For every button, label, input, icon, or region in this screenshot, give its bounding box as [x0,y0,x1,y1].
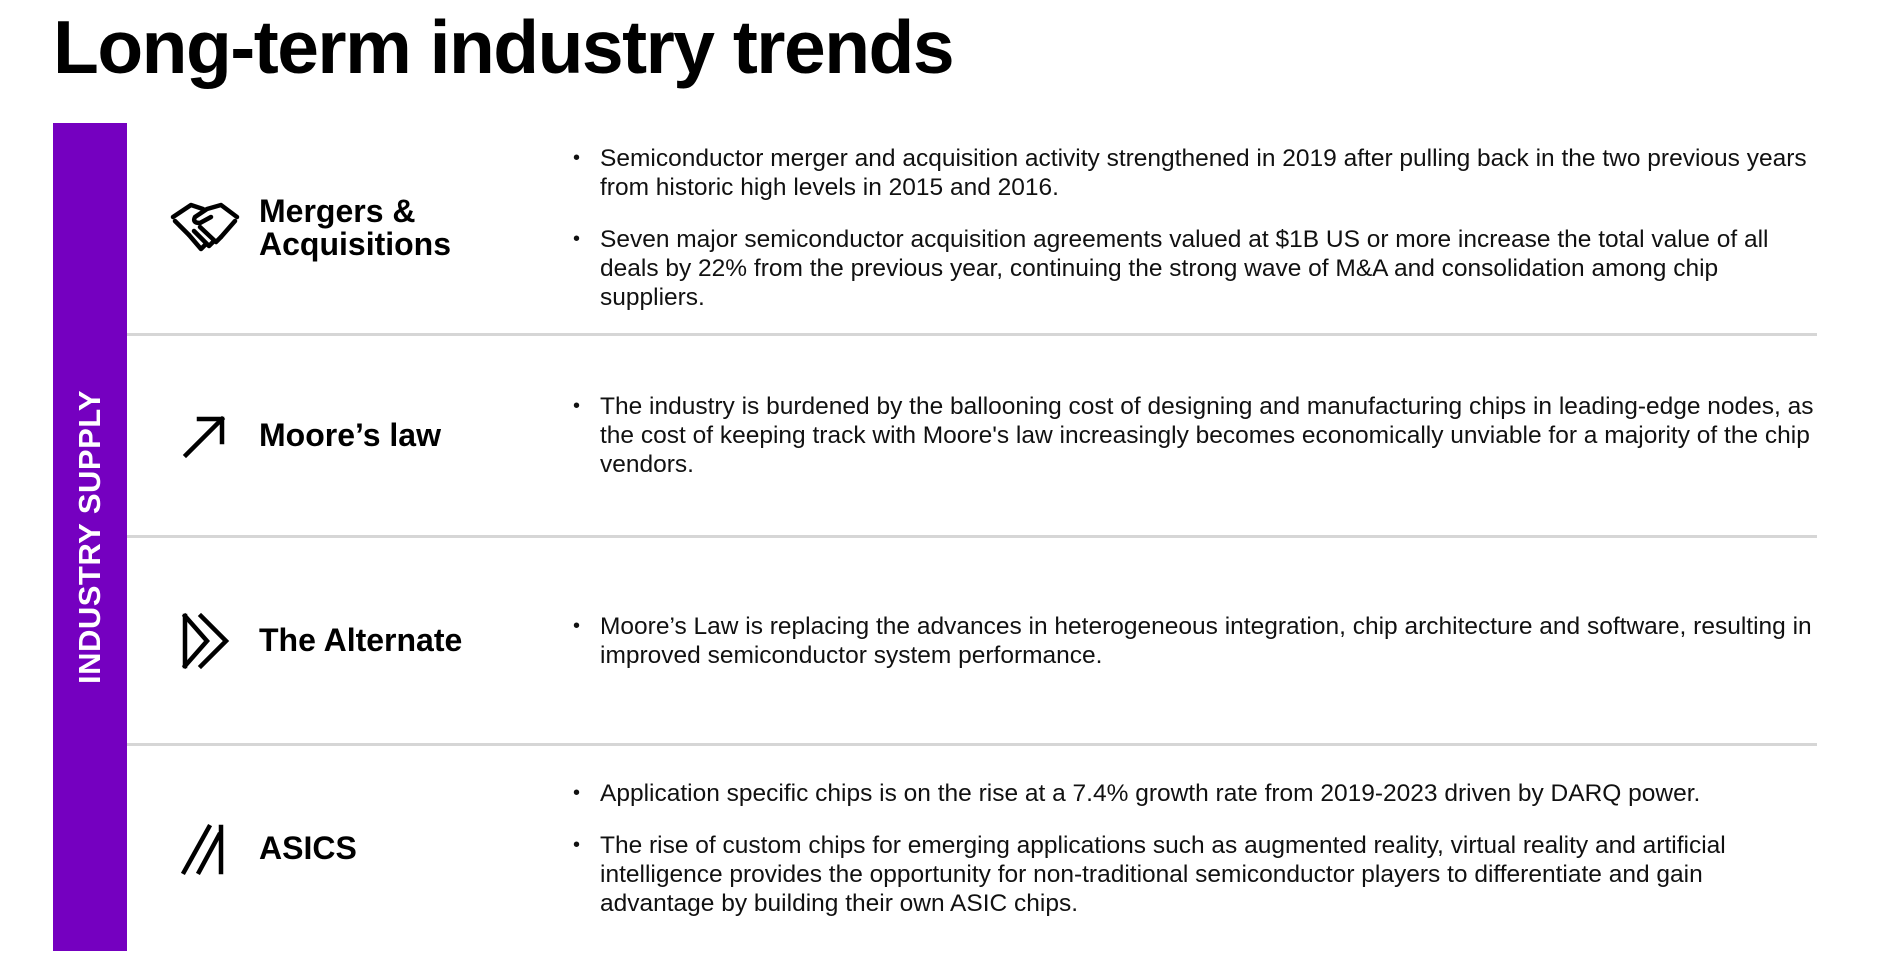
parallel-slashes-icon [165,814,245,884]
trend-title: ASICS [259,829,357,866]
industry-supply-label: INDUSTRY SUPPLY [72,389,107,685]
trend-title: Mergers & Acquisitions [259,192,452,262]
bullet-dot: • [573,228,581,250]
row-divider [127,535,1817,538]
trend-heading: Mergers & Acquisitions [127,123,567,333]
bullet-dot: • [573,782,581,804]
bullet-point: • Seven major semiconductor acquisition … [573,225,1818,312]
bullet-text: Moore’s Law is replacing the advances in… [600,612,1812,669]
bullet-point: • The rise of custom chips for emerging … [573,831,1818,918]
bullet-dot: • [573,395,581,417]
handshake-icon [165,193,245,263]
bullet-text: Semiconductor merger and acquisition act… [600,145,1807,201]
bullet-point: • The industry is burdened by the balloo… [573,392,1818,479]
trend-row-moores-law: Moore’s law • The industry is burdened b… [127,336,1817,535]
fast-forward-icon [165,606,245,676]
bullet-dot: • [573,614,581,637]
bullet-point: • Moore’s Law is replacing the advances … [573,612,1818,670]
bullet-text: The rise of custom chips for emerging ap… [600,832,1726,917]
trend-row-the-alternate: The Alternate • Moore’s Law is replacing… [127,538,1817,743]
bullet-point: • Application specific chips is on the r… [573,779,1818,808]
bullet-point: • Semiconductor merger and acquisition a… [573,144,1818,202]
industry-supply-band: INDUSTRY SUPPLY [53,123,127,951]
bullet-dot: • [573,834,581,856]
trend-points: • The industry is burdened by the balloo… [573,336,1818,535]
trend-title: Moore’s law [259,416,441,453]
trend-points: • Moore’s Law is replacing the advances … [573,538,1818,743]
trend-heading: Moore’s law [127,336,567,535]
trend-heading: ASICS [127,746,567,951]
row-divider [127,743,1817,746]
trend-points: • Semiconductor merger and acquisition a… [573,123,1818,333]
trend-title: The Alternate [259,621,463,658]
trend-points: • Application specific chips is on the r… [573,746,1818,951]
bullet-text: The industry is burdened by the ballooni… [600,393,1814,478]
arrow-up-right-icon [165,401,245,471]
trend-row-mergers-acquisitions: Mergers & Acquisitions • Semiconductor m… [127,123,1817,333]
trend-row-asics: ASICS • Application specific chips is on… [127,746,1817,951]
bullet-text: Application specific chips is on the ris… [600,780,1701,807]
trend-heading: The Alternate [127,538,567,743]
row-divider [127,333,1817,336]
bullet-text: Seven major semiconductor acquisition ag… [600,226,1769,311]
page-title: Long-term industry trends [53,5,955,89]
bullet-dot: • [573,147,581,169]
